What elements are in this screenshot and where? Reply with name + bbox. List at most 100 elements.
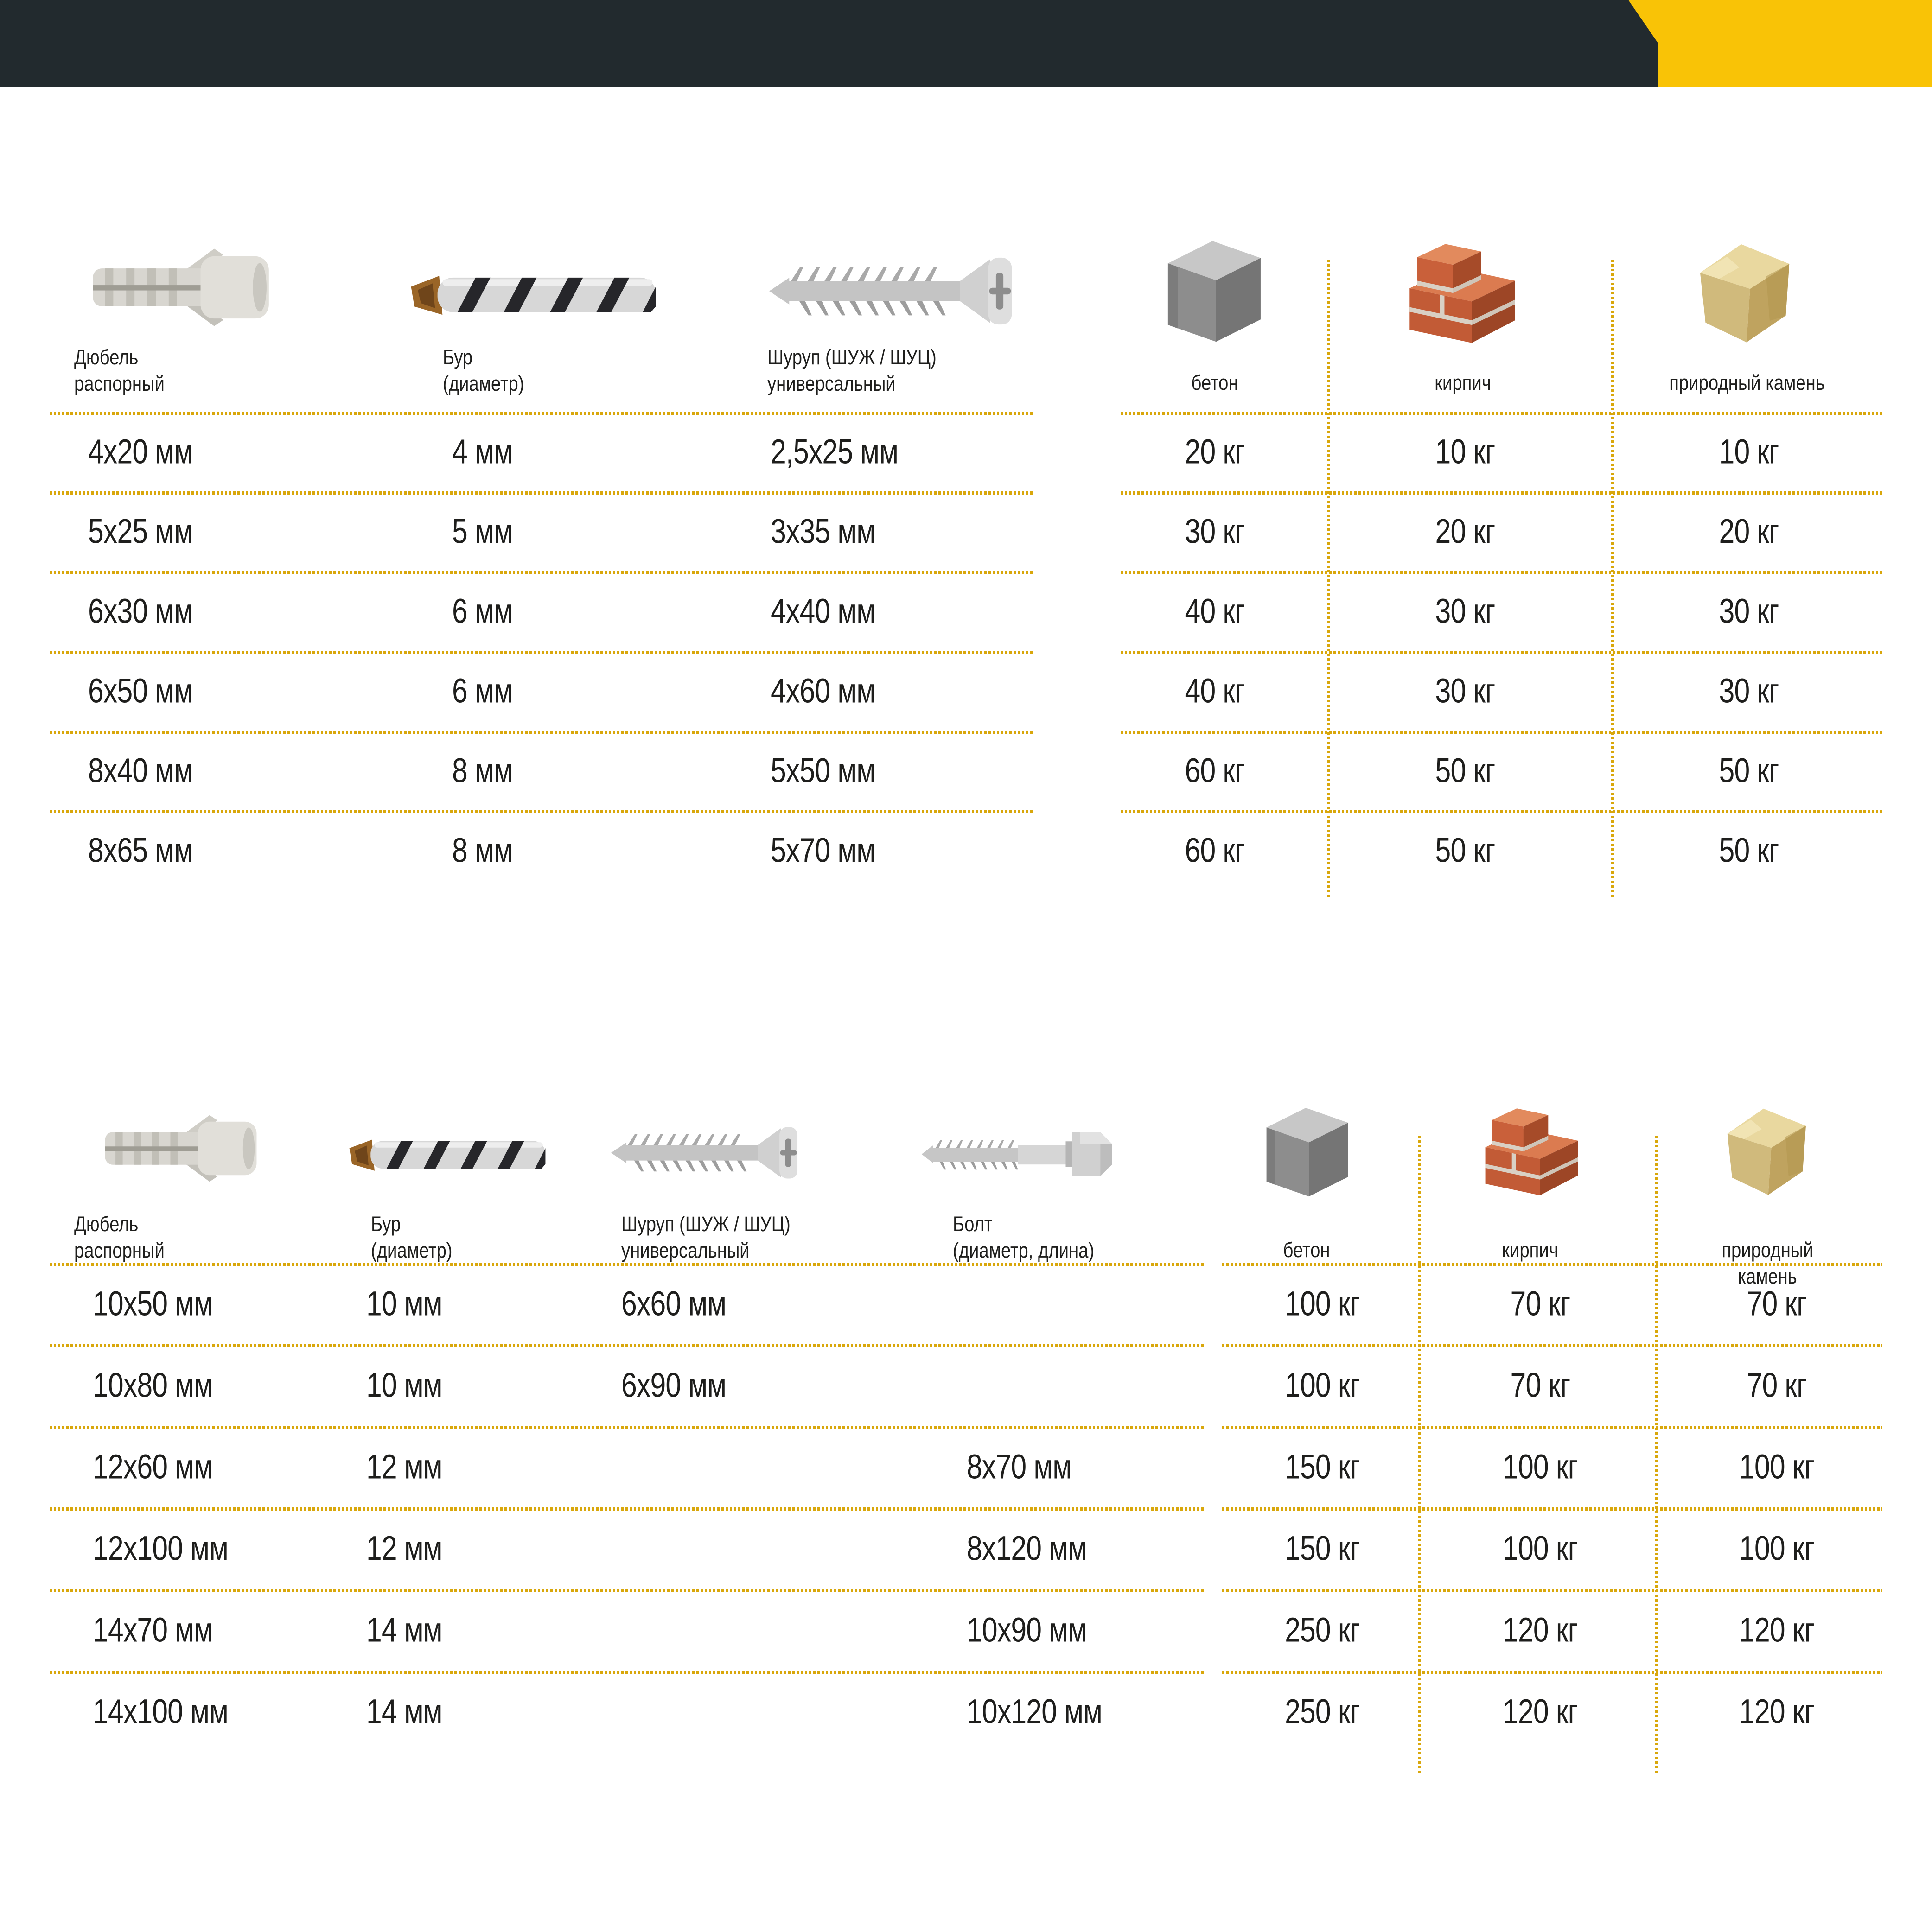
column-divider <box>1611 260 1614 899</box>
row-separator <box>50 651 1034 654</box>
concrete-load-cell: 100 кг <box>1285 1366 1360 1405</box>
bolt-size-cell: 10x90 мм <box>967 1610 1087 1649</box>
dowel-size-cell: 8x40 мм <box>88 751 193 790</box>
row-separator <box>1121 412 1882 415</box>
brick-load-cell: 120 кг <box>1503 1610 1578 1649</box>
screw-size-cell: 2,5x25 мм <box>771 432 899 471</box>
row-separator <box>1222 1671 1882 1674</box>
drill-size-cell: 14 мм <box>366 1692 443 1731</box>
concrete-load-cell: 40 кг <box>1185 591 1245 630</box>
concrete-load-cell: 250 кг <box>1285 1610 1360 1649</box>
drill-size-cell: 6 мм <box>452 591 513 630</box>
screw-size-cell: 5x70 мм <box>771 831 876 870</box>
drill-bit-icon <box>348 1131 547 1177</box>
brick-load-cell: 50 кг <box>1435 751 1496 790</box>
row-separator <box>50 491 1034 495</box>
brick-load-cell: 10 кг <box>1435 432 1496 471</box>
drill-size-cell: 14 мм <box>366 1610 443 1649</box>
row-separator <box>1121 810 1882 813</box>
concrete-load-cell: 250 кг <box>1285 1692 1360 1731</box>
drill-size-cell: 8 мм <box>452 831 513 870</box>
stone-load-cell: 70 кг <box>1747 1284 1807 1323</box>
screw-icon <box>767 253 1027 330</box>
stone-load-cell: 30 кг <box>1719 591 1779 630</box>
row-separator <box>1222 1344 1882 1347</box>
stone-load-cell: 20 кг <box>1719 512 1779 551</box>
bolt-size-cell: 8x70 мм <box>967 1447 1072 1486</box>
row-separator <box>1121 571 1882 574</box>
screw-size-cell: 5x50 мм <box>771 751 876 790</box>
column-header-brick: кирпич <box>1435 371 1491 394</box>
column-header-dowel: Дюбель распорный <box>74 1212 165 1263</box>
row-separator <box>50 571 1034 574</box>
brick-load-cell: 70 кг <box>1510 1284 1571 1323</box>
column-header-stone: природный камень <box>1669 371 1825 394</box>
drill-size-cell: 8 мм <box>452 751 513 790</box>
dowel-size-cell: 6x50 мм <box>88 671 193 710</box>
stone-load-cell: 100 кг <box>1739 1447 1815 1486</box>
dowel-size-cell: 10x80 мм <box>93 1366 213 1405</box>
drill-size-cell: 4 мм <box>452 432 513 471</box>
dowel-size-cell: 12x100 мм <box>93 1529 229 1568</box>
concrete-load-cell: 150 кг <box>1285 1529 1360 1568</box>
bolt-size-cell: 8x120 мм <box>967 1529 1087 1568</box>
concrete-block-icon <box>1155 229 1271 345</box>
drill-size-cell: 6 мм <box>452 671 513 710</box>
bolt-size-cell: 10x120 мм <box>967 1692 1103 1731</box>
row-separator <box>1222 1263 1882 1266</box>
column-header-concrete: бетон <box>1283 1238 1330 1262</box>
column-divider <box>1327 260 1330 899</box>
drill-size-cell: 10 мм <box>366 1366 443 1405</box>
drill-size-cell: 10 мм <box>366 1284 443 1323</box>
stone-icon <box>1688 232 1804 348</box>
column-header-screw: Шуруп (ШУЖ / ШУЦ) универсальный <box>621 1212 791 1263</box>
top-bar <box>0 0 1932 87</box>
column-header-drill: Бур (диаметр) <box>371 1212 453 1263</box>
row-separator <box>1121 651 1882 654</box>
dowel-icon <box>95 1112 267 1184</box>
concrete-load-cell: 150 кг <box>1285 1447 1360 1486</box>
row-separator <box>1222 1426 1882 1429</box>
stone-icon <box>1716 1098 1818 1200</box>
screw-size-cell: 6x60 мм <box>621 1284 727 1323</box>
concrete-load-cell: 100 кг <box>1285 1284 1360 1323</box>
column-header-drill: Бур (диаметр) <box>443 345 524 396</box>
concrete-block-icon <box>1256 1098 1358 1200</box>
dowel-size-cell: 6x30 мм <box>88 591 193 630</box>
row-separator <box>1222 1507 1882 1511</box>
row-separator <box>1121 731 1882 734</box>
stone-load-cell: 30 кг <box>1719 671 1779 710</box>
brick-load-cell: 100 кг <box>1503 1447 1578 1486</box>
column-header-concrete: бетон <box>1191 371 1238 394</box>
stone-load-cell: 50 кг <box>1719 751 1779 790</box>
dowel-size-cell: 10x50 мм <box>93 1284 213 1323</box>
brick-load-cell: 100 кг <box>1503 1529 1578 1568</box>
stone-load-cell: 100 кг <box>1739 1529 1815 1568</box>
dowel-size-cell: 12x60 мм <box>93 1447 213 1486</box>
column-divider <box>1655 1136 1658 1775</box>
screw-size-cell: 4x60 мм <box>771 671 876 710</box>
dowel-size-cell: 8x65 мм <box>88 831 193 870</box>
stone-load-cell: 120 кг <box>1739 1692 1815 1731</box>
column-header-brick: кирпич <box>1502 1238 1558 1262</box>
screw-icon <box>610 1123 809 1182</box>
screw-size-cell: 3x35 мм <box>771 512 876 551</box>
drill-size-cell: 12 мм <box>366 1447 443 1486</box>
row-separator <box>50 810 1034 813</box>
drill-size-cell: 5 мм <box>452 512 513 551</box>
brick-load-cell: 30 кг <box>1435 591 1496 630</box>
row-separator <box>50 1344 1205 1347</box>
brick-icon <box>1393 232 1528 350</box>
dowel-size-cell: 14x70 мм <box>93 1610 213 1649</box>
row-separator <box>1121 491 1882 495</box>
row-separator <box>50 1426 1205 1429</box>
row-separator <box>50 1263 1205 1266</box>
stone-load-cell: 10 кг <box>1719 432 1779 471</box>
dowel-size-cell: 5x25 мм <box>88 512 193 551</box>
drill-size-cell: 12 мм <box>366 1529 443 1568</box>
row-separator <box>50 412 1034 415</box>
screw-size-cell: 6x90 мм <box>621 1366 727 1405</box>
accent-flag-icon <box>1628 0 1932 87</box>
brick-load-cell: 70 кг <box>1510 1366 1571 1405</box>
